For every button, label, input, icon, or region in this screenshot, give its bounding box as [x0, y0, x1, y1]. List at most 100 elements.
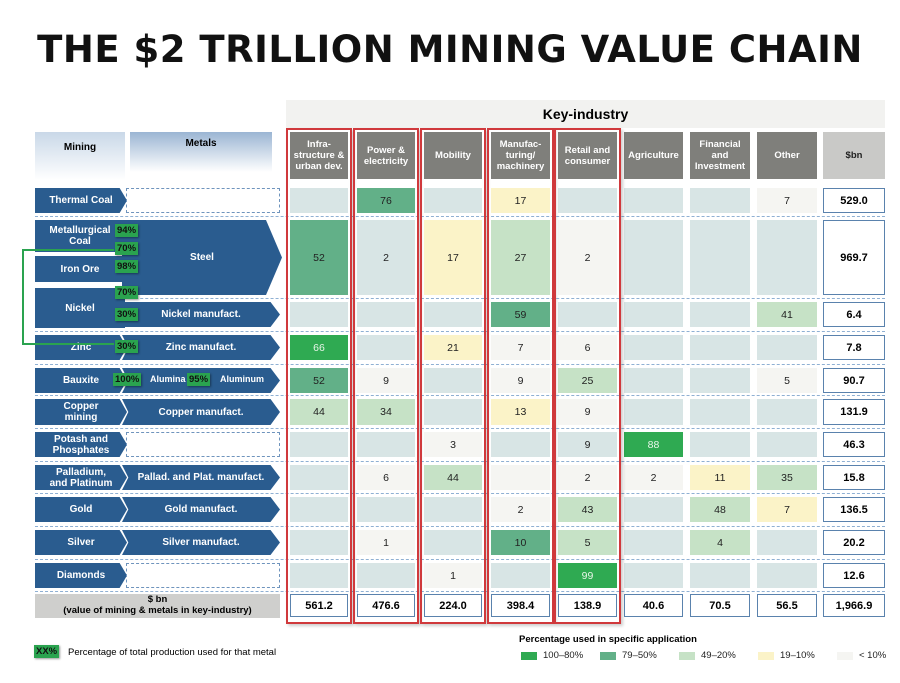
- row-total: 136.5: [823, 497, 885, 522]
- row-divider: [35, 216, 885, 217]
- legend-label: 19–10%: [780, 650, 815, 661]
- value-cell: 43: [558, 497, 617, 522]
- mining-label: Zinc: [35, 335, 127, 360]
- value-cell: [491, 432, 550, 457]
- value-cell: 52: [290, 220, 348, 295]
- metal-label: Nickel manufact.: [122, 302, 280, 327]
- value-cell: [491, 465, 550, 490]
- value-cell: [558, 188, 617, 213]
- value-cell: [357, 497, 415, 522]
- mining-label: Palladium, and Platinum: [35, 465, 127, 490]
- row-total: 15.8: [823, 465, 885, 490]
- value-cell: [624, 497, 683, 522]
- legend-swatch: [837, 651, 853, 660]
- percentage-badge: 70%: [115, 242, 139, 255]
- value-cell: 7: [757, 188, 817, 213]
- value-cell: 44: [424, 465, 482, 490]
- value-cell: 21: [424, 335, 482, 360]
- mining-label: Thermal Coal: [35, 188, 127, 213]
- value-cell: [690, 220, 750, 295]
- column-total: 40.6: [624, 594, 683, 617]
- value-cell: [290, 465, 348, 490]
- metals-header: Metals: [130, 132, 272, 172]
- value-cell: [757, 399, 817, 425]
- column-total: 70.5: [690, 594, 750, 617]
- empty-metal-slot: [126, 188, 280, 213]
- value-cell: 99: [558, 563, 617, 588]
- value-cell: [290, 302, 348, 327]
- value-cell: 17: [424, 220, 482, 295]
- value-cell: [624, 188, 683, 213]
- legend-item: 100–80%: [521, 650, 583, 661]
- value-cell: [290, 563, 348, 588]
- legend-text: Percentage of total production used for …: [68, 647, 277, 658]
- value-cell: 5: [558, 530, 617, 555]
- value-cell: [424, 368, 482, 393]
- value-cell: 76: [357, 188, 415, 213]
- column-total: 476.6: [357, 594, 415, 617]
- percentage-badge: 30%: [115, 340, 139, 353]
- row-total: 90.7: [823, 368, 885, 393]
- value-cell: [357, 432, 415, 457]
- percentage-badge: 70%: [115, 286, 139, 299]
- legend-item: < 10%: [837, 650, 886, 661]
- row-divider: [35, 428, 885, 429]
- legend-swatch: [521, 651, 537, 660]
- value-cell: 9: [558, 432, 617, 457]
- highlight-box: [554, 128, 621, 624]
- column-total: 224.0: [424, 594, 482, 617]
- key-industry-header: Key-industry: [286, 100, 885, 128]
- value-cell: [424, 188, 482, 213]
- value-cell: 44: [290, 399, 348, 425]
- value-cell: 59: [491, 302, 550, 327]
- percentage-badge: 30%: [115, 308, 139, 321]
- value-cell: 41: [757, 302, 817, 327]
- percentage-badge: 98%: [115, 260, 139, 273]
- value-cell: 7: [757, 497, 817, 522]
- value-cell: [757, 335, 817, 360]
- metal-label: Gold manufact.: [122, 497, 280, 522]
- empty-metal-slot: [126, 432, 280, 457]
- page-title: THE $2 TRILLION MINING VALUE CHAIN: [37, 28, 863, 71]
- metal-label: Zinc manufact.: [122, 335, 280, 360]
- value-cell: 9: [558, 399, 617, 425]
- legend-label: < 10%: [859, 650, 887, 661]
- value-cell: [690, 368, 750, 393]
- column-header: $bn: [823, 132, 885, 179]
- value-cell: 17: [491, 188, 550, 213]
- value-cell: 27: [491, 220, 550, 295]
- column-total: 138.9: [558, 594, 617, 617]
- value-cell: [424, 399, 482, 425]
- row-divider: [35, 298, 885, 299]
- row-total: 46.3: [823, 432, 885, 457]
- mining-label: Metallurgical Coal: [35, 220, 125, 252]
- metal-label: Copper manufact.: [122, 399, 280, 425]
- value-cell: 88: [624, 432, 683, 457]
- value-cell: [757, 530, 817, 555]
- value-cell: [491, 563, 550, 588]
- value-cell: [624, 335, 683, 360]
- row-divider: [35, 395, 885, 396]
- row-divider: [35, 493, 885, 494]
- highlight-box: [286, 128, 352, 624]
- value-cell: [690, 432, 750, 457]
- value-cell: 4: [690, 530, 750, 555]
- row-total: 20.2: [823, 530, 885, 555]
- aluminum-label: Aluminum: [220, 374, 264, 384]
- column-header: Mobility: [424, 132, 482, 179]
- value-cell: 2: [558, 465, 617, 490]
- mining-label: Nickel: [35, 288, 125, 328]
- legend-swatch: [679, 651, 695, 660]
- value-cell: [424, 497, 482, 522]
- metal-label: Steel: [122, 220, 282, 295]
- value-cell: [757, 220, 817, 295]
- value-cell: 25: [558, 368, 617, 393]
- value-cell: [290, 497, 348, 522]
- legend-label: 100–80%: [543, 650, 584, 661]
- percentage-badge: 100%: [113, 373, 142, 386]
- value-cell: 7: [491, 335, 550, 360]
- highlight-box: [353, 128, 419, 624]
- alumina-label: Alumina: [150, 374, 186, 384]
- value-cell: [357, 302, 415, 327]
- highlight-box: [420, 128, 486, 624]
